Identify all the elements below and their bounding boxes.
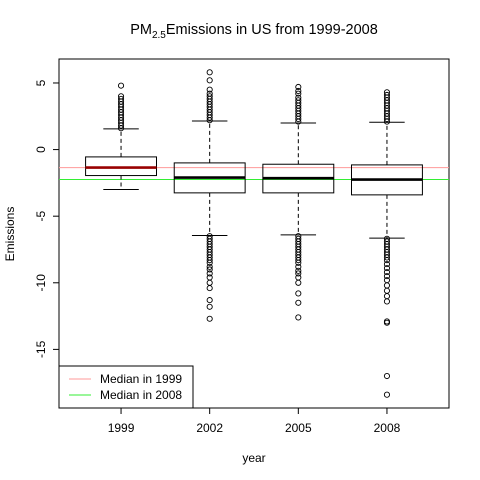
outlier-point xyxy=(206,279,213,286)
outlier-point xyxy=(206,77,213,84)
x-tick-label: 2002 xyxy=(196,421,223,435)
legend: Median in 1999 Median in 2008 xyxy=(58,365,194,409)
outlier-point xyxy=(383,298,391,305)
outlier-point xyxy=(206,86,213,93)
x-axis-label: year xyxy=(242,451,265,465)
x-tick-label: 2008 xyxy=(374,421,401,435)
outlier-point xyxy=(295,263,302,270)
x-tick-label: 2005 xyxy=(285,421,312,435)
outlier-point xyxy=(295,314,302,321)
outlier-point xyxy=(383,282,391,289)
title-prefix: PM xyxy=(130,22,152,38)
box-iqr xyxy=(85,156,157,177)
outlier-point xyxy=(206,259,213,266)
outlier-point xyxy=(117,95,125,103)
outlier-point xyxy=(295,279,302,286)
outlier-point xyxy=(206,303,213,310)
outlier-point xyxy=(206,270,213,277)
outlier-point xyxy=(295,257,302,264)
y-tick-label: -10 xyxy=(34,274,48,292)
outlier-point xyxy=(206,90,213,97)
legend-box xyxy=(58,365,194,409)
outlier-point xyxy=(383,293,391,300)
title-subscript: 2.5 xyxy=(152,30,166,41)
y-axis-label: Emissions xyxy=(3,207,17,262)
outlier-point xyxy=(295,299,302,306)
outlier-point xyxy=(295,267,302,274)
outlier-point xyxy=(383,319,391,326)
box-2002 xyxy=(173,69,246,322)
box-1999 xyxy=(85,82,157,191)
outlier-point xyxy=(117,93,125,100)
outlier-point xyxy=(295,259,302,266)
outlier-point xyxy=(383,269,391,276)
legend-label: Median in 1999 xyxy=(100,372,182,386)
outlier-point xyxy=(295,90,302,97)
outlier-point xyxy=(295,270,302,277)
plot-area: 5 0 -5 -10 -15 1999 2002 2005 2008 xyxy=(34,58,450,435)
outlier-point xyxy=(383,265,391,272)
outlier-point xyxy=(206,285,213,292)
outlier-point xyxy=(383,257,391,264)
y-tick-label: -15 xyxy=(34,340,48,358)
outlier-point xyxy=(383,391,391,398)
box-2005 xyxy=(262,83,335,321)
outlier-point xyxy=(383,89,391,96)
outlier-point xyxy=(206,263,213,270)
outlier-point xyxy=(206,69,213,76)
y-tick-label: 5 xyxy=(34,79,48,86)
y-tick-label: 0 xyxy=(34,146,48,153)
outlier-point xyxy=(295,290,302,297)
outlier-point xyxy=(383,273,391,280)
outlier-point xyxy=(295,87,302,95)
outlier-point xyxy=(206,297,213,304)
outlier-point xyxy=(117,82,125,89)
outlier-point xyxy=(383,261,391,268)
box-2008 xyxy=(351,89,423,398)
x-tick-label: 1999 xyxy=(108,421,135,435)
legend-label: Median in 2008 xyxy=(100,388,182,402)
outlier-point xyxy=(295,94,302,101)
outlier-point xyxy=(206,315,213,322)
outlier-point xyxy=(383,287,391,294)
outlier-point xyxy=(295,97,302,104)
outlier-point xyxy=(206,266,213,273)
chart-title: PM2.5Emissions in US from 1999-2008 xyxy=(130,22,378,41)
outlier-point xyxy=(383,91,391,99)
outlier-point xyxy=(295,83,302,91)
outlier-point xyxy=(206,257,213,264)
outlier-point xyxy=(383,254,391,261)
y-tick-label: -5 xyxy=(34,211,48,222)
outlier-point xyxy=(206,93,213,100)
outlier-point xyxy=(383,372,391,380)
title-suffix: Emissions in US from 1999-2008 xyxy=(166,22,378,38)
plot-frame xyxy=(58,58,450,409)
